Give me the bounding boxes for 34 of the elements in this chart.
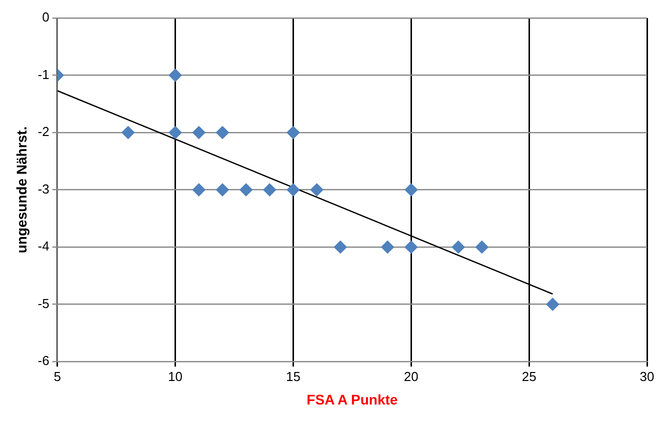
x-tick-label: 15 <box>286 368 300 384</box>
x-tick-label: 25 <box>522 368 536 384</box>
x-tick-label: 30 <box>640 368 654 384</box>
point <box>546 298 560 311</box>
point <box>240 183 253 196</box>
x-tick-label: 5 <box>54 368 61 384</box>
point <box>404 240 418 254</box>
point <box>216 183 229 196</box>
point <box>122 126 135 140</box>
point <box>192 183 206 196</box>
point <box>475 240 488 254</box>
point <box>310 183 324 196</box>
point <box>286 126 300 140</box>
x-tick-label: 20 <box>404 368 418 384</box>
y-tick-label: 0 <box>42 10 50 25</box>
point <box>334 240 347 254</box>
y-tick-label: -5 <box>38 296 50 311</box>
y-tick-label: -4 <box>38 238 50 254</box>
point <box>192 126 206 140</box>
x-tick-label: 10 <box>168 368 183 384</box>
y-tick-label: -2 <box>38 124 50 140</box>
point <box>452 240 465 254</box>
y-tick-label: -1 <box>38 66 50 82</box>
point <box>168 68 182 82</box>
point <box>216 126 229 140</box>
point <box>263 183 276 196</box>
point <box>286 183 300 196</box>
point <box>381 240 394 254</box>
y-axis-title: ungesunde Nährst. <box>13 126 30 254</box>
point <box>404 183 418 196</box>
x-axis-title: FSA A Punkte <box>306 391 398 408</box>
point <box>168 126 182 140</box>
y-tick-label: -3 <box>38 181 50 196</box>
y-tick-label: -6 <box>38 353 50 368</box>
